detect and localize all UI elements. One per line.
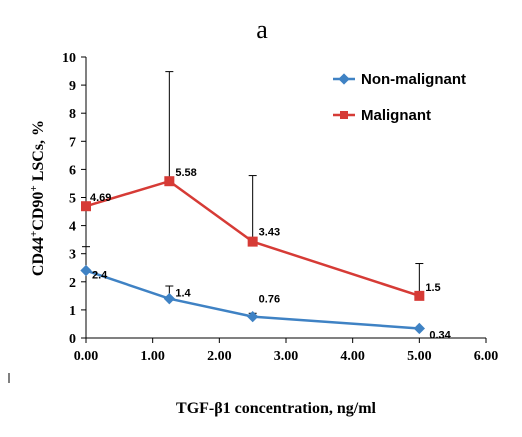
data-point-non-malignant [247,310,259,323]
data-point-malignant [81,201,91,212]
y-tick-label: 5 [69,192,76,207]
y-tick-label: 9 [69,79,76,94]
x-tick-label: 5.00 [407,349,432,364]
y-tick-label: 0 [69,332,76,347]
data-point-malignant [247,236,258,247]
y-tick-label: 10 [62,51,76,66]
y-tick-label: 7 [69,135,76,150]
legend-marker-malignant [340,111,348,119]
data-point-non-malignant [163,293,175,305]
x-tick-label: 3.00 [274,349,299,364]
data-label-malignant: 4.69 [90,192,111,204]
y-tick-label: 8 [69,107,76,122]
x-tick-label: 0.00 [74,349,99,364]
legend-label-non-malignant: Non-malignant [361,71,466,88]
y-tick-label: 2 [69,276,76,291]
data-point-malignant [414,290,425,301]
x-tick-label: 6.00 [474,349,499,364]
y-tick-label: 6 [69,163,76,178]
data-label-malignant: 5.58 [175,167,196,179]
y-tick-label: 3 [69,248,76,263]
chart-title: a [256,15,268,44]
x-tick-label: 1.00 [140,349,165,364]
series-line-malignant [85,179,420,298]
x-axis-title: TGF-β1 concentration, ng/ml [176,400,377,417]
x-tick-label: 2.00 [207,349,232,364]
y-axis-title: CD44+CD90+ LSCs, % [28,120,47,276]
plot-area: 0 1 2 3 4 5 6 7 8 9 10 0.00 1.00 2.00 3.00 4.00 5.00 6.00… [62,51,498,364]
y-tick-label: 1 [69,304,76,319]
y-axis-title-part-2: CD90 [30,192,47,231]
y-axis-title-superscript-2: + [28,185,40,191]
x-tick-label: 4.00 [340,349,365,364]
data-label-non-malignant: 1.4 [175,288,191,300]
data-label-non-malignant: 0.76 [259,294,280,306]
data-point-malignant [164,176,175,187]
y-axis-title-part-3: LSCs, % [30,120,47,185]
data-label-non-malignant: 0.34 [429,329,451,341]
data-label-malignant: 1.5 [425,282,440,294]
data-point-non-malignant [413,322,425,335]
legend: Non-malignant Malignant [333,71,466,124]
y-tick-label: 4 [69,220,76,235]
y-axis-title-part-1: CD44 [30,237,47,276]
legend-marker-non-malignant [338,73,350,85]
data-point-non-malignant [80,264,92,277]
data-label-non-malignant: 2.4 [92,270,108,282]
series-line-non-malignant [85,269,420,330]
data-label-malignant: 3.43 [259,227,280,239]
y-axis-title-superscript-1: + [28,231,40,237]
legend-label-malignant: Malignant [361,107,431,124]
